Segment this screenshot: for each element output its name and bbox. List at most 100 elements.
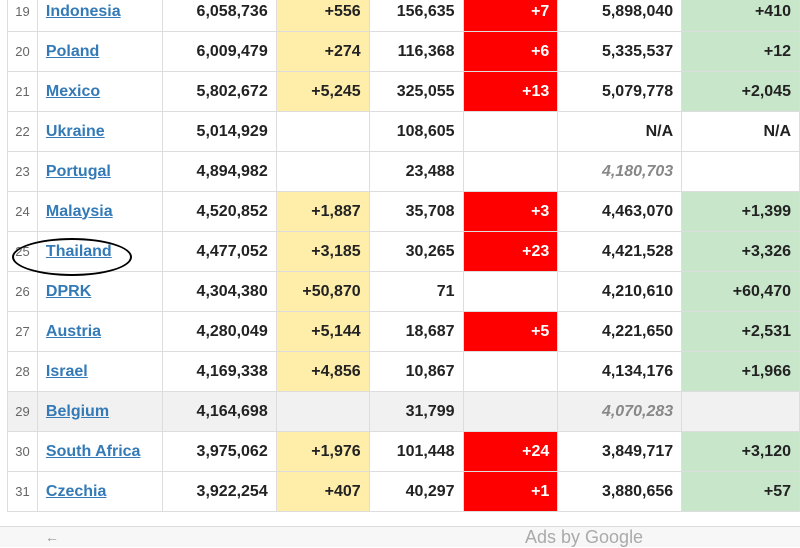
row-rank: 31 <box>7 471 38 512</box>
new-deaths: +13 <box>462 71 559 112</box>
new-recovered: +3,326 <box>681 231 800 272</box>
new-cases: +1,887 <box>275 191 370 232</box>
country-link[interactable]: Portugal <box>45 162 111 180</box>
table-row: 24 Malaysia 4,520,852 +1,887 35,708 +3 4,463,0… <box>7 191 800 232</box>
new-recovered: +57 <box>681 471 800 512</box>
country-cell: DPRK <box>36 271 163 312</box>
total-recovered: 3,880,656 <box>557 471 683 512</box>
total-recovered: 4,134,176 <box>557 351 683 392</box>
country-link[interactable]: Malaysia <box>45 202 113 220</box>
new-cases <box>275 391 370 432</box>
new-recovered <box>681 151 800 192</box>
total-cases: 6,009,479 <box>161 31 277 72</box>
total-cases: 4,477,052 <box>161 231 277 272</box>
new-cases: +3,185 <box>275 231 370 272</box>
new-recovered: +410 <box>681 0 800 32</box>
total-recovered: 5,898,040 <box>557 0 683 32</box>
total-recovered: 4,463,070 <box>557 191 683 232</box>
table-row: 26 DPRK 4,304,380 +50,870 71 4,210,610 +60,470 <box>7 271 800 312</box>
new-deaths <box>462 391 559 432</box>
annotation-circle <box>12 238 132 276</box>
row-rank: 21 <box>7 71 38 112</box>
total-deaths: 101,448 <box>368 431 464 472</box>
new-cases <box>275 151 370 192</box>
country-link[interactable]: DPRK <box>45 282 92 300</box>
country-link[interactable]: Indonesia <box>45 2 121 20</box>
total-cases: 3,975,062 <box>161 431 277 472</box>
total-cases: 4,169,338 <box>161 351 277 392</box>
total-deaths: 10,867 <box>368 351 464 392</box>
row-rank: 22 <box>7 111 38 152</box>
new-recovered: +3,120 <box>681 431 800 472</box>
country-cell: Indonesia <box>36 0 163 32</box>
row-rank: 23 <box>7 151 38 192</box>
row-rank: 26 <box>7 271 38 312</box>
total-recovered: 4,210,610 <box>557 271 683 312</box>
total-cases: 4,520,852 <box>161 191 277 232</box>
row-rank: 20 <box>7 31 38 72</box>
country-link[interactable]: Ukraine <box>45 122 105 140</box>
total-recovered: 5,335,537 <box>557 31 683 72</box>
total-cases: 4,304,380 <box>161 271 277 312</box>
row-rank: 29 <box>7 391 38 432</box>
new-deaths <box>462 111 559 152</box>
table-row: 23 Portugal 4,894,982 23,488 4,180,703 <box>7 151 800 192</box>
new-recovered: +60,470 <box>681 271 800 312</box>
total-recovered: N/A <box>557 111 683 152</box>
table-row: 20 Poland 6,009,479 +274 116,368 +6 5,335,537 +… <box>7 31 800 72</box>
table-row: 21 Mexico 5,802,672 +5,245 325,055 +13 5,079,7… <box>7 71 800 112</box>
total-recovered: 4,421,528 <box>557 231 683 272</box>
table-row: 28 Israel 4,169,338 +4,856 10,867 4,134,176 +1… <box>7 351 800 392</box>
country-link[interactable]: Mexico <box>45 82 101 100</box>
new-deaths: +24 <box>462 431 559 472</box>
table-row: 31 Czechia 3,922,254 +407 40,297 +1 3,880,656 +… <box>7 471 800 512</box>
total-recovered: 4,221,650 <box>557 311 683 352</box>
new-cases: +274 <box>275 31 370 72</box>
new-cases: +4,856 <box>275 351 370 392</box>
ads-bar: ← Ads by Google <box>0 526 800 547</box>
country-cell: Portugal <box>36 151 163 192</box>
new-deaths: +3 <box>462 191 559 232</box>
table-row: 29 Belgium 4,164,698 31,799 4,070,283 <box>7 391 800 432</box>
country-cell: Poland <box>36 31 163 72</box>
total-cases: 5,802,672 <box>161 71 277 112</box>
total-deaths: 35,708 <box>368 191 464 232</box>
new-recovered <box>681 391 800 432</box>
country-link[interactable]: Israel <box>45 362 88 380</box>
total-deaths: 31,799 <box>368 391 464 432</box>
total-deaths: 116,368 <box>368 31 464 72</box>
country-link[interactable]: Austria <box>45 322 102 340</box>
total-cases: 4,894,982 <box>161 151 277 192</box>
countries-table: 19 Indonesia 6,058,736 +556 156,635 +7 5,898,0… <box>7 0 800 512</box>
new-recovered: +2,531 <box>681 311 800 352</box>
total-deaths: 30,265 <box>368 231 464 272</box>
country-link[interactable]: Poland <box>45 42 100 60</box>
country-cell: Austria <box>36 311 163 352</box>
country-link[interactable]: Czechia <box>45 482 107 500</box>
new-recovered: N/A <box>681 111 800 152</box>
total-deaths: 18,687 <box>368 311 464 352</box>
ads-by-google-label: Ads by Google <box>525 527 644 547</box>
row-rank: 30 <box>7 431 38 472</box>
total-cases: 6,058,736 <box>161 0 277 32</box>
new-recovered: +2,045 <box>681 71 800 112</box>
country-cell: Belgium <box>36 391 163 432</box>
country-cell: Czechia <box>36 471 163 512</box>
total-cases: 3,922,254 <box>161 471 277 512</box>
back-arrow-icon[interactable]: ← <box>45 529 59 545</box>
total-cases: 5,014,929 <box>161 111 277 152</box>
new-deaths <box>462 351 559 392</box>
row-rank: 27 <box>7 311 38 352</box>
table-row: 30 South Africa 3,975,062 +1,976 101,448 +24 3… <box>7 431 800 472</box>
country-link[interactable]: South Africa <box>45 442 141 460</box>
table-row: 19 Indonesia 6,058,736 +556 156,635 +7 5,898,0… <box>7 0 800 32</box>
total-deaths: 156,635 <box>368 0 464 32</box>
new-deaths: +5 <box>462 311 559 352</box>
total-deaths: 23,488 <box>368 151 464 192</box>
new-cases: +50,870 <box>275 271 370 312</box>
new-cases: +5,245 <box>275 71 370 112</box>
country-link[interactable]: Belgium <box>45 402 110 420</box>
country-cell: South Africa <box>36 431 163 472</box>
new-recovered: +1,966 <box>681 351 800 392</box>
table-row: 22 Ukraine 5,014,929 108,605 N/A N/A <box>7 111 800 152</box>
